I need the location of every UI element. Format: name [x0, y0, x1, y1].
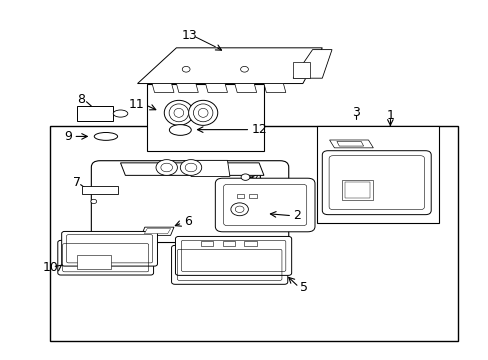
- Bar: [147, 84, 264, 152]
- Ellipse shape: [188, 100, 217, 125]
- Circle shape: [240, 66, 248, 72]
- Ellipse shape: [169, 125, 191, 135]
- Polygon shape: [137, 48, 322, 84]
- Bar: [244, 241, 256, 246]
- Text: 1: 1: [386, 109, 393, 122]
- Bar: [77, 106, 113, 121]
- Circle shape: [230, 203, 248, 216]
- Polygon shape: [144, 229, 170, 234]
- Text: 5: 5: [300, 281, 308, 294]
- Polygon shape: [205, 84, 227, 93]
- FancyBboxPatch shape: [175, 237, 291, 275]
- Ellipse shape: [198, 108, 207, 117]
- Bar: [77, 255, 111, 269]
- Ellipse shape: [94, 132, 117, 140]
- FancyBboxPatch shape: [322, 151, 430, 215]
- Text: 10: 10: [43, 261, 59, 274]
- Ellipse shape: [193, 104, 212, 122]
- Polygon shape: [292, 62, 309, 78]
- Polygon shape: [188, 160, 229, 176]
- Text: 11: 11: [129, 99, 144, 112]
- Bar: [81, 186, 118, 194]
- Text: 12: 12: [251, 123, 267, 136]
- Polygon shape: [264, 84, 285, 93]
- Text: 6: 6: [183, 215, 191, 228]
- Bar: [344, 182, 370, 198]
- Circle shape: [185, 163, 197, 172]
- Polygon shape: [329, 140, 372, 148]
- Text: 3: 3: [352, 105, 360, 119]
- Text: 9: 9: [64, 130, 72, 143]
- FancyBboxPatch shape: [215, 178, 314, 232]
- Circle shape: [161, 163, 172, 172]
- Circle shape: [241, 174, 249, 180]
- Bar: [201, 241, 212, 246]
- Circle shape: [91, 199, 97, 203]
- Ellipse shape: [174, 108, 183, 117]
- Circle shape: [156, 159, 177, 175]
- Text: 13: 13: [181, 29, 197, 42]
- Bar: [50, 126, 458, 341]
- Text: 7: 7: [73, 176, 81, 189]
- FancyBboxPatch shape: [61, 231, 157, 266]
- Polygon shape: [336, 141, 363, 146]
- Bar: [249, 194, 256, 198]
- Bar: [237, 194, 244, 198]
- Polygon shape: [292, 50, 331, 78]
- Polygon shape: [99, 166, 283, 237]
- Polygon shape: [141, 227, 174, 235]
- Text: 2: 2: [292, 209, 301, 222]
- Circle shape: [180, 159, 201, 175]
- Bar: [317, 126, 438, 223]
- Ellipse shape: [113, 110, 127, 117]
- FancyBboxPatch shape: [91, 161, 288, 243]
- FancyBboxPatch shape: [171, 246, 287, 284]
- Polygon shape: [176, 84, 198, 93]
- Bar: [341, 180, 372, 200]
- Polygon shape: [234, 84, 256, 93]
- Polygon shape: [152, 84, 174, 93]
- Bar: [222, 241, 234, 246]
- Text: 4: 4: [254, 171, 262, 184]
- Ellipse shape: [169, 104, 188, 122]
- Polygon shape: [120, 163, 264, 175]
- Circle shape: [182, 66, 190, 72]
- Ellipse shape: [164, 100, 193, 125]
- FancyBboxPatch shape: [58, 240, 153, 275]
- Circle shape: [235, 206, 244, 212]
- Text: 8: 8: [78, 93, 85, 106]
